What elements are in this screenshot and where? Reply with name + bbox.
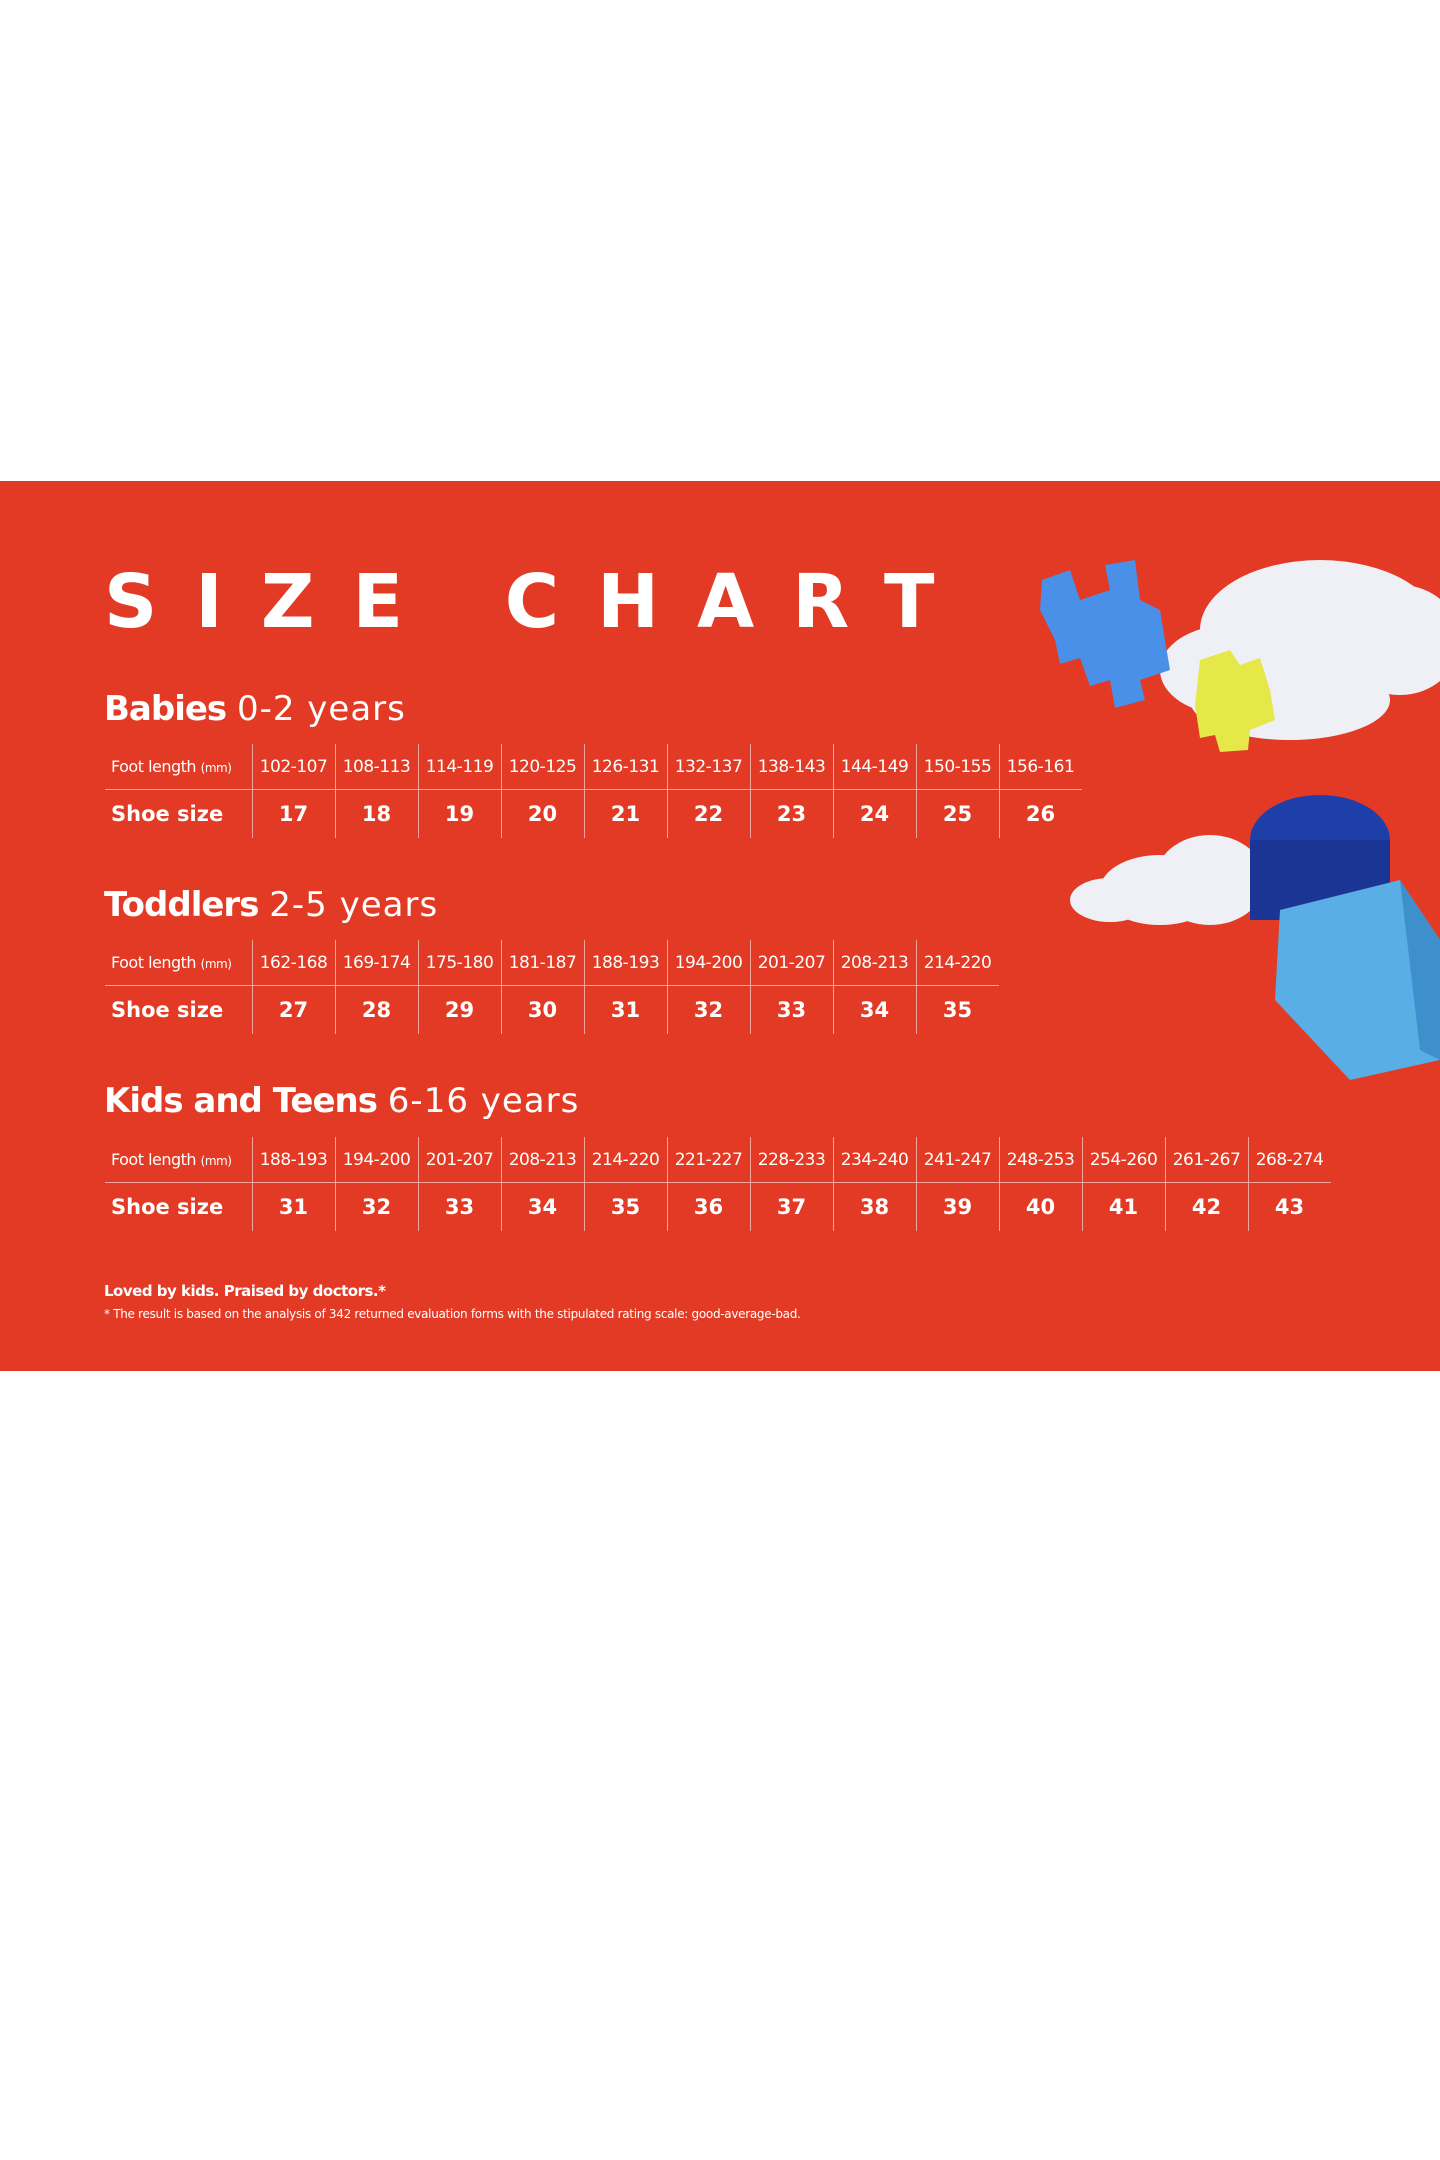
foot-length-cell: 126-131 xyxy=(583,744,667,790)
section-heading-toddlers: Toddlers 2-5 years xyxy=(104,888,438,922)
foot-length-cell: 254-260 xyxy=(1081,1137,1165,1183)
foot-length-cell: 194-200 xyxy=(666,940,750,986)
shoe-size-cell: 40 xyxy=(998,1182,1082,1231)
shoe-size-cell: 36 xyxy=(666,1182,750,1231)
size-table-babies: Foot length (mm) 102-107 108-113 114-119… xyxy=(105,744,1082,838)
shoe-size-cell: 31 xyxy=(251,1182,335,1231)
shoe-size-cell: 22 xyxy=(666,789,750,838)
size-table-toddlers: Foot length (mm) 162-168 169-174 175-180… xyxy=(105,940,999,1034)
section-heading-kids-teens: Kids and Teens 6-16 years xyxy=(104,1084,579,1118)
section-age-range: 2-5 years xyxy=(269,885,439,925)
shoe-size-cell: 21 xyxy=(583,789,667,838)
foot-length-cell: 228-233 xyxy=(749,1137,833,1183)
foot-length-cell: 234-240 xyxy=(832,1137,916,1183)
foot-length-cell: 144-149 xyxy=(832,744,916,790)
shoe-size-cell: 34 xyxy=(832,985,916,1034)
shoe-size-cell: 33 xyxy=(417,1182,501,1231)
shoe-size-cell: 26 xyxy=(998,789,1082,838)
yellow-block-icon xyxy=(1195,650,1275,752)
page-title: SIZE CHART xyxy=(104,559,973,645)
foot-length-cell: 114-119 xyxy=(417,744,501,790)
row-label: Foot length (mm) xyxy=(105,940,252,986)
foot-length-cell: 248-253 xyxy=(998,1137,1082,1183)
shoe-size-row: Shoe size 31 32 33 34 35 36 37 38 39 40 … xyxy=(105,1182,1331,1231)
foot-length-cell: 188-193 xyxy=(251,1137,335,1183)
foot-length-cell: 162-168 xyxy=(251,940,335,986)
foot-length-cell: 208-213 xyxy=(500,1137,584,1183)
shoe-size-cell: 42 xyxy=(1164,1182,1248,1231)
foot-length-cell: 132-137 xyxy=(666,744,750,790)
row-label: Foot length (mm) xyxy=(105,1137,252,1183)
foot-length-row: Foot length (mm) 162-168 169-174 175-180… xyxy=(105,940,999,986)
foot-length-cell: 201-207 xyxy=(749,940,833,986)
foot-length-cell: 150-155 xyxy=(915,744,999,790)
shoe-size-cell: 43 xyxy=(1247,1182,1331,1231)
cloud-middle-icon xyxy=(1070,835,1265,925)
shoe-size-cell: 35 xyxy=(583,1182,667,1231)
foot-length-cell: 214-220 xyxy=(583,1137,667,1183)
foot-length-cell: 102-107 xyxy=(251,744,335,790)
shoe-size-cell: 18 xyxy=(334,789,418,838)
shoe-size-cell: 32 xyxy=(666,985,750,1034)
shoe-size-cell: 35 xyxy=(915,985,999,1034)
foot-length-cell: 138-143 xyxy=(749,744,833,790)
shoe-size-cell: 28 xyxy=(334,985,418,1034)
shoe-size-cell: 20 xyxy=(500,789,584,838)
shoe-size-cell: 24 xyxy=(832,789,916,838)
foot-length-cell: 214-220 xyxy=(915,940,999,986)
blue-block-icon xyxy=(1040,560,1170,708)
shoe-size-row: Shoe size 17 18 19 20 21 22 23 24 25 26 xyxy=(105,789,1082,838)
shoe-size-cell: 39 xyxy=(915,1182,999,1231)
foot-length-cell: 175-180 xyxy=(417,940,501,986)
foot-length-cell: 169-174 xyxy=(334,940,418,986)
section-age-range: 6-16 years xyxy=(387,1081,580,1121)
shoe-size-cell: 27 xyxy=(251,985,335,1034)
foot-length-cell: 201-207 xyxy=(417,1137,501,1183)
tagline: Loved by kids. Praised by doctors.* xyxy=(104,1282,386,1300)
foot-length-cell: 221-227 xyxy=(666,1137,750,1183)
shoe-size-cell: 19 xyxy=(417,789,501,838)
section-age-range: 0-2 years xyxy=(236,689,406,729)
shoe-size-cell: 17 xyxy=(251,789,335,838)
shoe-size-cell: 37 xyxy=(749,1182,833,1231)
shoe-size-cell: 25 xyxy=(915,789,999,838)
row-label: Shoe size xyxy=(111,998,224,1022)
shoe-size-cell: 23 xyxy=(749,789,833,838)
foot-length-cell: 108-113 xyxy=(334,744,418,790)
foot-length-cell: 241-247 xyxy=(915,1137,999,1183)
foot-length-cell: 120-125 xyxy=(500,744,584,790)
shoe-size-cell: 34 xyxy=(500,1182,584,1231)
decorative-illustration xyxy=(1040,560,1440,1080)
row-label: Foot length (mm) xyxy=(105,744,252,790)
shoe-size-cell: 32 xyxy=(334,1182,418,1231)
foot-length-cell: 194-200 xyxy=(334,1137,418,1183)
section-name: Kids and Teens xyxy=(104,1081,378,1121)
shoe-size-cell: 29 xyxy=(417,985,501,1034)
shoe-size-cell: 33 xyxy=(749,985,833,1034)
light-blue-cube-icon xyxy=(1275,880,1440,1080)
shoe-size-cell: 30 xyxy=(500,985,584,1034)
foot-length-row: Foot length (mm) 188-193 194-200 201-207… xyxy=(105,1137,1331,1183)
foot-length-cell: 181-187 xyxy=(500,940,584,986)
size-table-kids-teens: Foot length (mm) 188-193 194-200 201-207… xyxy=(105,1137,1331,1231)
shoe-size-cell: 41 xyxy=(1081,1182,1165,1231)
foot-length-cell: 156-161 xyxy=(998,744,1082,790)
foot-length-cell: 268-274 xyxy=(1247,1137,1331,1183)
section-name: Toddlers xyxy=(104,885,259,925)
section-heading-babies: Babies 0-2 years xyxy=(104,692,406,726)
shoe-size-cell: 31 xyxy=(583,985,667,1034)
footnote: * The result is based on the analysis of… xyxy=(104,1307,801,1321)
foot-length-cell: 261-267 xyxy=(1164,1137,1248,1183)
row-label: Shoe size xyxy=(111,802,224,826)
shoe-size-cell: 38 xyxy=(832,1182,916,1231)
section-name: Babies xyxy=(104,689,227,729)
shoe-size-row: Shoe size 27 28 29 30 31 32 33 34 35 xyxy=(105,985,999,1034)
row-label: Shoe size xyxy=(111,1195,224,1219)
foot-length-row: Foot length (mm) 102-107 108-113 114-119… xyxy=(105,744,1082,790)
foot-length-cell: 188-193 xyxy=(583,940,667,986)
foot-length-cell: 208-213 xyxy=(832,940,916,986)
